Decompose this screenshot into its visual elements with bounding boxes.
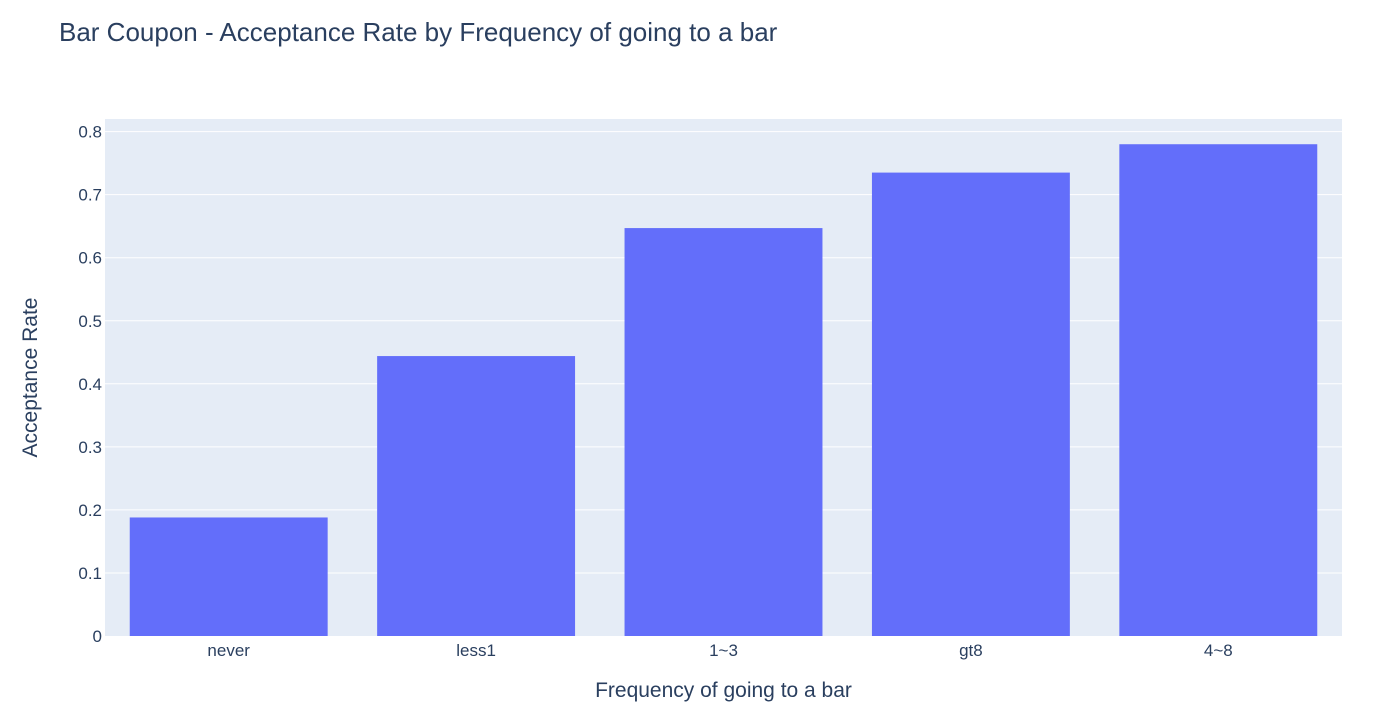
y-tick-label: 0: [93, 627, 102, 646]
x-tick-labels: never less1 1~3 gt8 4~8: [207, 641, 1232, 660]
bars: [129, 144, 1318, 636]
y-tick-label: 0.2: [78, 501, 102, 520]
chart-title: Bar Coupon - Acceptance Rate by Frequenc…: [59, 17, 778, 47]
bar-4~8[interactable]: [1119, 144, 1318, 636]
bar-less1[interactable]: [377, 356, 576, 636]
bar-gt8[interactable]: [871, 172, 1070, 636]
y-tick-label: 0.8: [78, 123, 102, 142]
y-axis-title: Acceptance Rate: [19, 298, 42, 458]
x-tick-label: less1: [456, 641, 496, 660]
x-axis-title: Frequency of going to a bar: [595, 679, 852, 702]
y-tick-label: 0.1: [78, 564, 102, 583]
y-tick-label: 0.4: [78, 375, 102, 394]
x-tick-label: 4~8: [1204, 641, 1233, 660]
y-tick-label: 0.7: [78, 186, 102, 205]
y-tick-label: 0.3: [78, 438, 102, 457]
x-tick-label: 1~3: [709, 641, 738, 660]
x-tick-label: gt8: [959, 641, 983, 660]
bar-never[interactable]: [129, 517, 328, 636]
x-tick-label: never: [207, 641, 250, 660]
y-tick-label: 0.6: [78, 249, 102, 268]
y-tick-labels: 0 0.1 0.2 0.3 0.4 0.5 0.6 0.7 0.8: [78, 123, 102, 646]
bar-1~3[interactable]: [624, 228, 823, 636]
y-tick-label: 0.5: [78, 312, 102, 331]
